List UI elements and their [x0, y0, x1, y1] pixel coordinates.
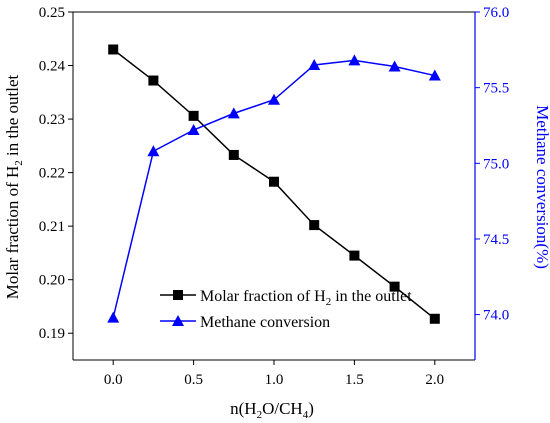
y-left-tick-label: 0.20	[39, 273, 65, 289]
data-point-methane	[107, 311, 120, 323]
data-point-methane	[428, 69, 441, 81]
data-point-h2	[349, 250, 360, 261]
y-left-tick-label: 0.24	[39, 59, 66, 75]
data-point-methane	[308, 58, 321, 70]
x-axis-label: n(H2O/CH4)	[230, 399, 314, 421]
y-right-tick-label: 74.5	[483, 232, 509, 248]
data-point-h2	[188, 110, 199, 121]
legend-label-h2: Molar fraction of H2 in the outlet	[200, 288, 412, 308]
x-tick-label: 1.0	[265, 372, 284, 388]
data-point-h2	[389, 281, 400, 292]
x-tick-label: 1.5	[345, 372, 364, 388]
y-left-tick-label: 0.25	[39, 5, 65, 21]
legend-label-methane: Methane conversion	[200, 314, 330, 331]
x-tick-label: 0.0	[104, 372, 123, 388]
data-point-methane	[388, 60, 401, 72]
x-tick-label: 2.0	[425, 372, 444, 388]
y-right-tick-label: 76.0	[483, 5, 509, 21]
data-point-methane	[268, 93, 280, 105]
data-point-h2	[429, 313, 440, 324]
data-point-methane	[227, 107, 240, 119]
y-left-tick-label: 0.22	[39, 166, 65, 182]
data-point-methane	[147, 145, 160, 157]
legend-item-h2: Molar fraction of H2 in the outlet	[160, 288, 412, 308]
data-point-h2	[309, 220, 320, 231]
data-point-methane	[348, 54, 361, 66]
y-axis-right-label: Methane conversion(%)	[533, 105, 550, 269]
data-point-h2	[108, 44, 119, 55]
y-right-tick-label: 74.0	[483, 308, 509, 324]
y-right-tick-label: 75.0	[483, 156, 509, 172]
y-axis-left-label: Molar fraction of H2 in the outlet	[3, 74, 25, 299]
y-left-tick-label: 0.21	[39, 219, 65, 235]
data-point-h2	[148, 75, 159, 86]
y-right-tick-label: 75.5	[483, 81, 509, 97]
y-left-tick-label: 0.23	[39, 112, 65, 128]
legend-item-methane: Methane conversion	[160, 314, 330, 331]
x-tick-label: 0.5	[184, 372, 203, 388]
square-marker-icon	[173, 290, 183, 300]
data-point-methane	[187, 124, 200, 136]
data-point-h2	[228, 149, 239, 160]
triangle-marker-icon	[172, 315, 184, 326]
legend: Molar fraction of H2 in the outlet Metha…	[160, 288, 412, 331]
data-point-h2	[269, 176, 279, 187]
y-left-tick-label: 0.19	[39, 326, 65, 342]
